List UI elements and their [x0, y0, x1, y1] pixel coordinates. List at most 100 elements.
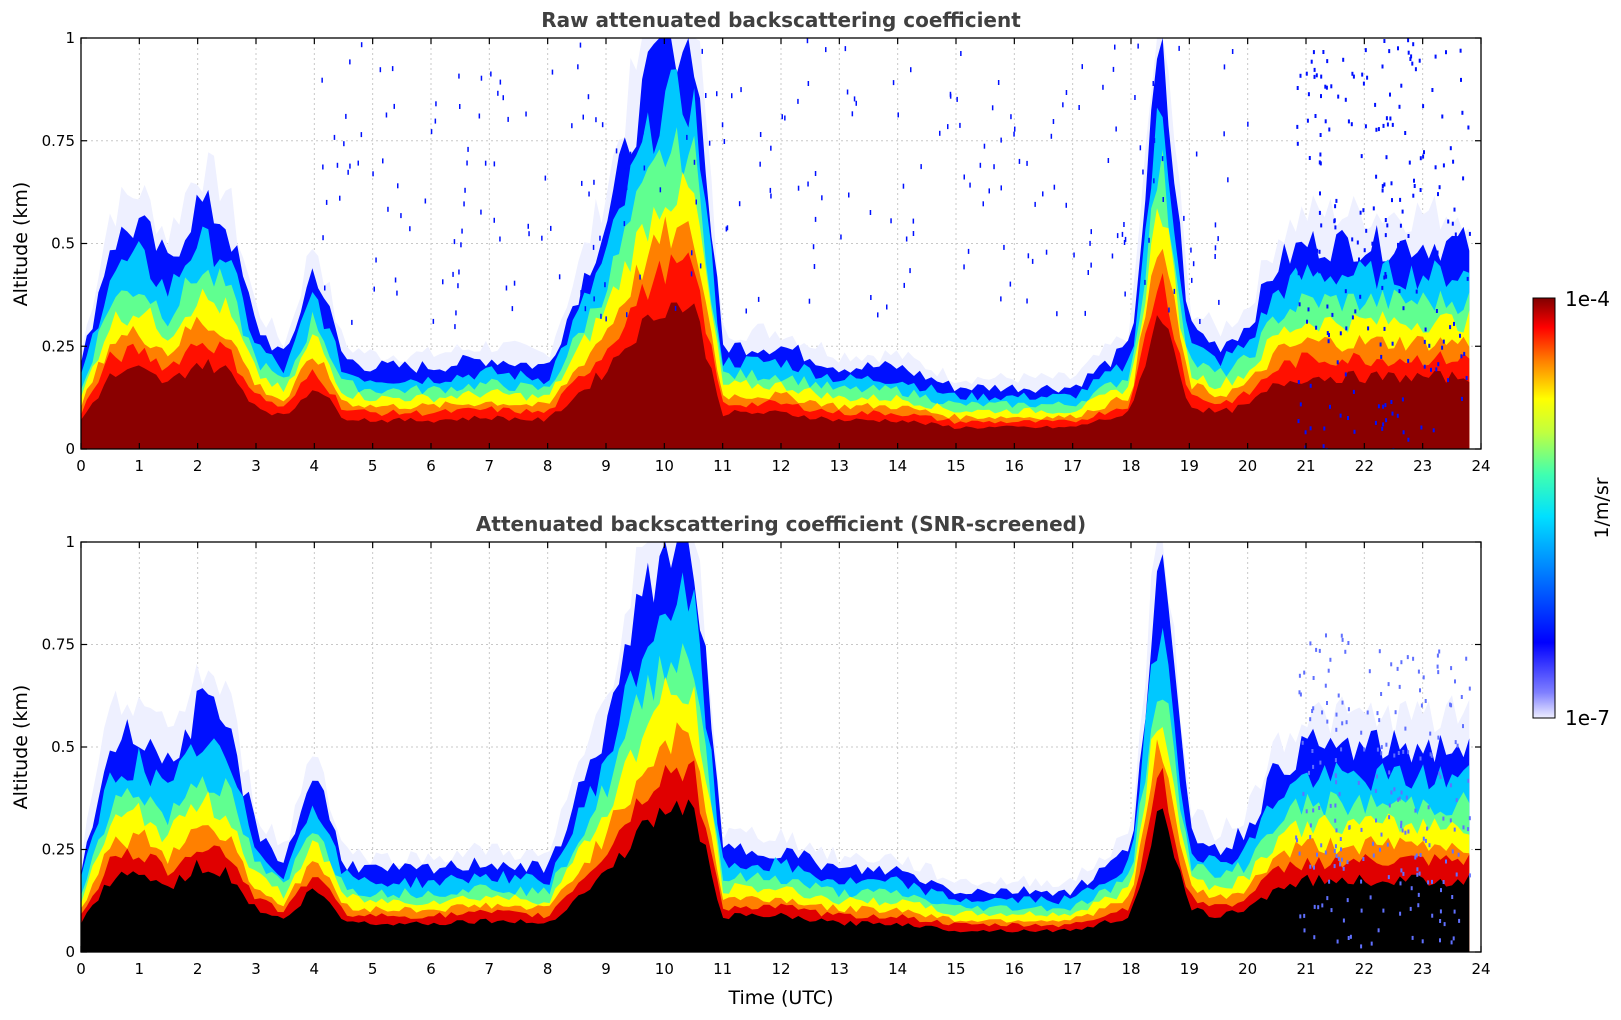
noise-speckle [457, 283, 459, 289]
noise-speckle [1115, 126, 1117, 132]
x-tick-label: 14 [888, 457, 907, 475]
noise-speckle [1462, 825, 1465, 830]
noise-speckle [1370, 251, 1373, 256]
noise-speckle [1438, 649, 1441, 654]
noise-speckle [357, 160, 359, 166]
noise-speckle [869, 210, 872, 215]
noise-speckle [1081, 64, 1083, 70]
noise-speckle [1459, 48, 1462, 53]
noise-speckle [1342, 866, 1345, 871]
x-tick-label: 14 [888, 960, 907, 978]
noise-speckle [1084, 310, 1086, 316]
x-tick-label: 8 [543, 457, 553, 475]
noise-speckle [382, 158, 384, 164]
noise-speckle [808, 298, 811, 304]
noise-speckle [693, 159, 696, 165]
noise-speckle [455, 310, 457, 316]
panel-title-screened: Attenuated backscattering coefficient (S… [476, 512, 1086, 536]
noise-speckle [686, 134, 688, 140]
noise-speckle [1365, 228, 1368, 233]
noise-speckle [1449, 818, 1452, 823]
noise-speckle [1410, 54, 1413, 59]
noise-speckle [493, 217, 495, 223]
y-axis-label-screened: Altitude (km) [10, 685, 32, 810]
noise-speckle [1161, 156, 1164, 162]
noise-speckle [1360, 944, 1363, 949]
noise-speckle [1409, 906, 1412, 911]
noise-speckle [1298, 851, 1301, 856]
noise-speckle [851, 111, 854, 117]
noise-speckle [336, 162, 339, 168]
x-tick-label: 21 [1296, 457, 1315, 475]
noise-speckle [699, 263, 702, 269]
noise-speckle [1351, 71, 1354, 76]
noise-speckle [1390, 790, 1393, 795]
noise-speckle [920, 164, 922, 170]
noise-speckle [1335, 773, 1337, 778]
noise-speckle [1013, 131, 1015, 137]
backscatter-band [81, 38, 1470, 449]
noise-speckle [400, 213, 402, 219]
noise-speckle [1307, 92, 1310, 97]
noise-speckle [452, 271, 454, 277]
noise-speckle [1422, 675, 1425, 680]
noise-speckle [1346, 898, 1349, 903]
noise-speckle [897, 112, 899, 118]
noise-speckle [1397, 751, 1400, 755]
x-tick-label: 11 [713, 457, 732, 475]
noise-speckle [1346, 860, 1349, 865]
noise-speckle [1379, 847, 1381, 852]
noise-speckle [1339, 862, 1342, 867]
noise-speckle [442, 279, 444, 285]
noise-speckle [1325, 261, 1328, 265]
noise-speckle [1307, 307, 1310, 312]
noise-speckle [1168, 307, 1170, 313]
noise-speckle [1376, 747, 1379, 752]
noise-speckle [1026, 160, 1028, 166]
noise-speckle [349, 163, 351, 169]
x-tick-label: 7 [485, 457, 495, 475]
noise-speckle [1455, 236, 1458, 241]
noise-speckle [1391, 122, 1394, 127]
noise-speckle [1419, 853, 1422, 857]
noise-speckle [1301, 740, 1304, 745]
noise-speckle [1334, 225, 1337, 230]
noise-speckle [1402, 306, 1405, 311]
noise-speckle [1374, 420, 1377, 425]
noise-speckle [1385, 418, 1388, 423]
noise-speckle [1347, 707, 1350, 712]
noise-speckle [541, 235, 543, 241]
noise-speckle [1449, 702, 1452, 707]
noise-speckle [1414, 808, 1417, 813]
noise-speckle [1418, 58, 1421, 63]
noise-speckle [1447, 219, 1450, 224]
noise-speckle [1400, 868, 1403, 873]
noise-speckle [499, 79, 502, 85]
noise-speckle [432, 318, 435, 324]
noise-speckle [1353, 429, 1356, 434]
noise-speckle [1428, 343, 1431, 348]
noise-speckle [1347, 416, 1349, 420]
noise-speckle [877, 312, 879, 318]
noise-speckle [1420, 425, 1423, 430]
noise-speckle [1362, 81, 1365, 86]
noise-speckle [1453, 909, 1456, 914]
noise-speckle [593, 179, 595, 185]
noise-speckle [1134, 95, 1136, 100]
noise-speckle [902, 183, 905, 189]
noise-speckle [1372, 853, 1375, 858]
noise-speckle [1322, 50, 1325, 54]
noise-speckle [1459, 333, 1461, 338]
noise-speckle [1420, 703, 1423, 708]
noise-speckle [1401, 828, 1404, 833]
noise-speckle [1404, 255, 1407, 259]
noise-speckle [1435, 367, 1438, 372]
noise-speckle [1312, 706, 1315, 711]
noise-speckle [1368, 669, 1371, 674]
noise-speckle [1231, 49, 1234, 54]
y-tick-label: 0.25 [42, 841, 75, 859]
panel-title-raw: Raw attenuated backscattering coefficien… [541, 8, 1021, 32]
noise-speckle [701, 48, 703, 54]
x-tick-label: 20 [1238, 960, 1257, 978]
noise-speckle [886, 304, 888, 310]
